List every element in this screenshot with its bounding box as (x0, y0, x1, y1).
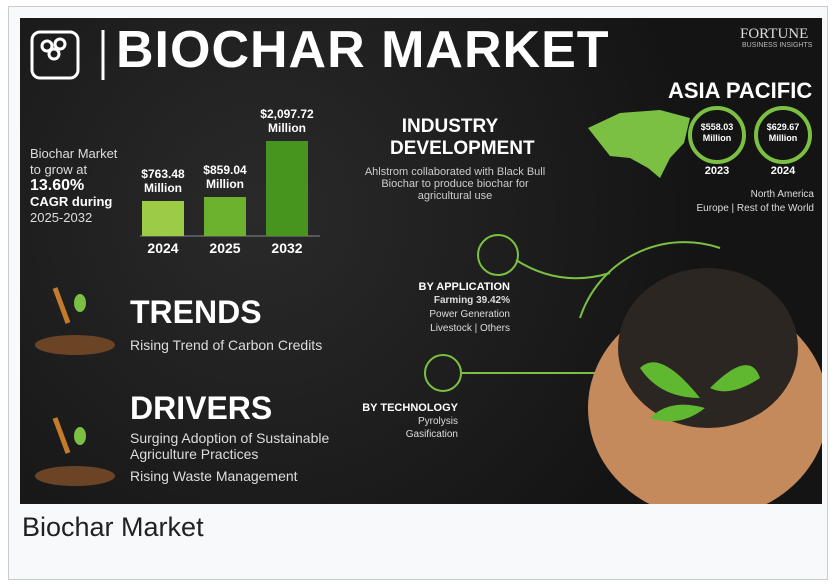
brand: FORTUNE (740, 26, 808, 43)
section-title: BY TECHNOLOGY (350, 402, 458, 415)
item: Pyrolysis (350, 415, 458, 428)
region-item: Europe | Rest of the World (697, 202, 814, 216)
item: Livestock | Others (390, 322, 510, 336)
value-label: $859.04 Million (190, 163, 260, 191)
ring-label: $629.67 Million (759, 122, 807, 144)
section-title: DRIVERS (130, 390, 350, 426)
value-label: $2,097.72 Million (252, 107, 322, 135)
category-label: 2024 (138, 240, 188, 256)
industry-text: Ahlstrom collaborated with Black Bull Bi… (360, 166, 550, 202)
bar (266, 141, 308, 236)
other-regions: North America Europe | Rest of the World (697, 188, 814, 216)
region-item: North America (697, 188, 814, 202)
item: Gasification (350, 428, 458, 441)
title: BIOCHAR MARKET (116, 20, 610, 80)
growth-line: 13.60% (30, 178, 117, 194)
ring-label: $558.03 Million (693, 122, 741, 144)
bar (142, 201, 184, 236)
bar (204, 197, 246, 236)
infographic: BIOCHAR MARKET FORTUNE BUSINESS INSIGHTS… (20, 18, 822, 504)
growth-line: Biochar Market (30, 146, 117, 162)
category-label: 2025 (200, 240, 250, 256)
growth-line: CAGR during (30, 194, 117, 210)
section-title: BY APPLICATION (390, 280, 510, 294)
ring-year: 2023 (697, 165, 737, 177)
growth-line: to grow at (30, 162, 117, 178)
item: Power Generation (390, 308, 510, 322)
growth-line: 2025-2032 (30, 210, 117, 226)
trends: TRENDS Rising Trend of Carbon Credits (130, 294, 322, 353)
application: BY APPLICATION Farming 39.42% Power Gene… (390, 280, 510, 336)
page: BIOCHAR MARKET FORTUNE BUSINESS INSIGHTS… (0, 0, 836, 584)
section-title: TRENDS (130, 294, 322, 331)
item: Farming 39.42% (390, 294, 510, 308)
item: Rising Waste Management (130, 468, 350, 484)
item: Surging Adoption of Sustainable Agricult… (130, 430, 350, 462)
category-label: 2032 (262, 240, 312, 256)
ring-year: 2024 (763, 165, 803, 177)
technology: BY TECHNOLOGY Pyrolysis Gasification (350, 402, 458, 441)
brand-sub: BUSINESS INSIGHTS (742, 42, 812, 49)
drivers: DRIVERS Surging Adoption of Sustainable … (130, 390, 350, 484)
industry-title: INDUSTRY DEVELOPMENT (390, 116, 510, 160)
item: Rising Trend of Carbon Credits (130, 337, 322, 353)
caption: Biochar Market (22, 512, 204, 543)
region: ASIA PACIFIC (668, 78, 812, 104)
value-label: $763.48 Million (128, 167, 198, 195)
